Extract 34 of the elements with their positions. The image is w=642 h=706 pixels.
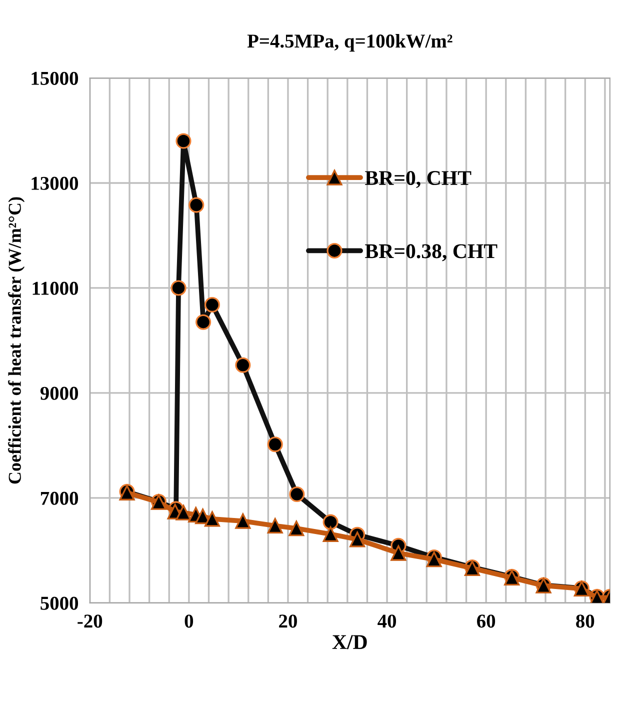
y-tick-label: 15000 — [32, 72, 78, 85]
point — [176, 504, 192, 520]
chart-title: P=4.5MPa, q=100kW/m² — [247, 34, 452, 52]
point — [390, 545, 406, 561]
point — [235, 513, 251, 529]
y-tick-label: 9000 — [40, 386, 78, 400]
x-tick-label: 40 — [378, 614, 396, 628]
x-tick-label: 20 — [279, 614, 297, 628]
x-axis-title: X/D — [332, 635, 367, 650]
point — [322, 526, 338, 542]
point — [267, 518, 283, 534]
point — [267, 436, 283, 452]
legend-label: BR=0.38, CHT — [365, 244, 498, 262]
point — [322, 514, 338, 530]
y-tick-label: 11000 — [32, 282, 78, 295]
y-axis-title: Coefficient of heat transfer (W/m²°C) — [8, 197, 25, 484]
point — [204, 296, 220, 313]
point — [188, 197, 204, 213]
point — [176, 133, 192, 149]
point — [288, 520, 304, 536]
point — [235, 357, 251, 373]
x-tick-label: 80 — [576, 614, 594, 628]
y-tick-label: 7000 — [40, 492, 78, 505]
point — [196, 314, 212, 330]
point — [204, 511, 220, 527]
y-tick-label: 13000 — [32, 176, 78, 190]
point — [350, 532, 366, 548]
point — [170, 280, 186, 296]
y-tick-label: 5000 — [40, 596, 78, 610]
x-tick-label: 0 — [184, 614, 194, 628]
legend-label: BR=0, CHT — [365, 170, 472, 188]
x-tick-label: -20 — [78, 614, 102, 628]
point — [289, 486, 305, 502]
x-tick-label: 60 — [477, 614, 496, 628]
